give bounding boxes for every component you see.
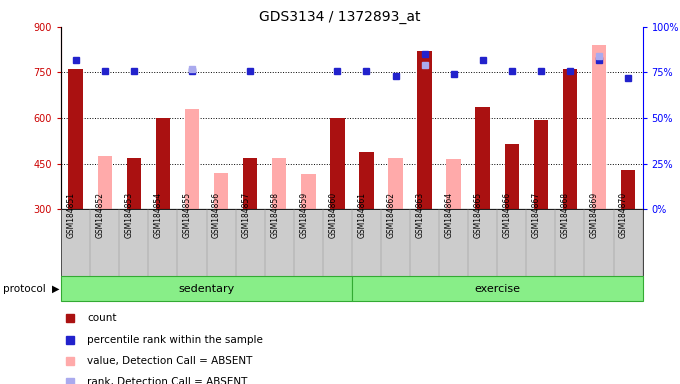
Bar	[156, 118, 170, 209]
Text: GSM184854: GSM184854	[154, 192, 163, 238]
Text: rank, Detection Call = ABSENT: rank, Detection Call = ABSENT	[87, 377, 248, 384]
Text: GSM184867: GSM184867	[532, 192, 541, 238]
Bar	[272, 157, 286, 209]
Text: percentile rank within the sample: percentile rank within the sample	[87, 334, 263, 345]
Text: GSM184860: GSM184860	[328, 192, 337, 238]
Text: GSM184857: GSM184857	[241, 192, 250, 238]
Text: GDS3134 / 1372893_at: GDS3134 / 1372893_at	[259, 10, 421, 23]
Bar	[330, 118, 345, 209]
Bar	[69, 70, 83, 209]
Bar	[126, 157, 141, 209]
Bar	[359, 152, 374, 209]
Text: GSM184866: GSM184866	[503, 192, 512, 238]
Text: ▶: ▶	[52, 284, 60, 294]
Bar	[185, 109, 199, 209]
Text: protocol: protocol	[3, 284, 46, 294]
Bar	[475, 108, 490, 209]
Bar	[446, 159, 461, 209]
Text: GSM184856: GSM184856	[212, 192, 221, 238]
Text: exercise: exercise	[474, 284, 520, 294]
Text: GSM184868: GSM184868	[561, 192, 570, 238]
Text: count: count	[87, 313, 117, 323]
Bar	[505, 144, 519, 209]
Bar	[534, 119, 548, 209]
Text: GSM184859: GSM184859	[299, 192, 308, 238]
Text: GSM184855: GSM184855	[183, 192, 192, 238]
Bar	[214, 173, 228, 209]
Bar	[621, 170, 635, 209]
Text: GSM184869: GSM184869	[590, 192, 599, 238]
Bar	[301, 174, 316, 209]
Text: GSM184865: GSM184865	[474, 192, 483, 238]
Bar	[592, 45, 607, 209]
Text: GSM184851: GSM184851	[67, 192, 75, 238]
Bar	[97, 156, 112, 209]
Text: value, Detection Call = ABSENT: value, Detection Call = ABSENT	[87, 356, 252, 366]
Text: GSM184862: GSM184862	[386, 192, 396, 238]
Text: GSM184861: GSM184861	[358, 192, 367, 238]
Bar	[562, 70, 577, 209]
Text: GSM184858: GSM184858	[270, 192, 279, 238]
Text: GSM184852: GSM184852	[96, 192, 105, 238]
Text: sedentary: sedentary	[178, 284, 235, 294]
Bar	[418, 51, 432, 209]
Text: GSM184853: GSM184853	[125, 192, 134, 238]
Bar	[388, 157, 403, 209]
Bar	[243, 157, 258, 209]
Text: GSM184864: GSM184864	[445, 192, 454, 238]
Text: GSM184863: GSM184863	[415, 192, 424, 238]
Bar	[352, 276, 643, 301]
Bar	[61, 276, 352, 301]
Text: GSM184870: GSM184870	[619, 192, 628, 238]
